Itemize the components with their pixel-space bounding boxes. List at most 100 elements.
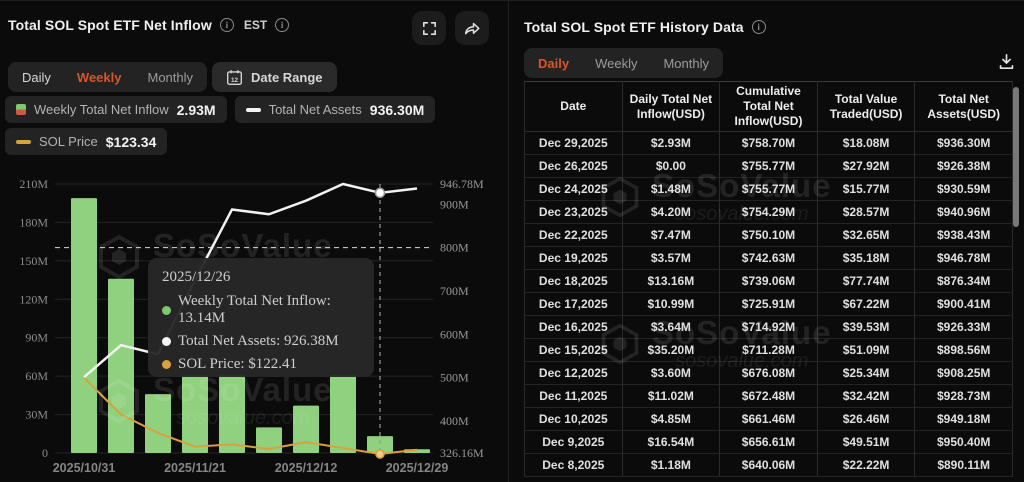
cell-value: $898.56M xyxy=(914,338,1013,362)
cell-value: $876.34M xyxy=(914,269,1013,293)
download-icon xyxy=(999,53,1013,69)
cell-value: $940.96M xyxy=(914,200,1013,224)
legend-value: 936.30M xyxy=(369,101,425,118)
date-range-button[interactable]: 12 Date Range xyxy=(212,62,337,92)
svg-text:120M: 120M xyxy=(19,292,48,306)
svg-text:30M: 30M xyxy=(25,408,48,422)
cell-value: $926.33M xyxy=(914,315,1013,339)
svg-text:60M: 60M xyxy=(25,369,48,383)
column-header: Cumulative Total Net Inflow(USD) xyxy=(719,81,818,132)
cell-date: Dec 15,2025 xyxy=(524,338,623,362)
cell-value: $900.41M xyxy=(914,292,1013,316)
cell-value: $714.92M xyxy=(719,315,818,339)
info-icon[interactable]: i xyxy=(751,20,766,34)
cell-date: Dec 26,2025 xyxy=(524,154,623,178)
legend-label: Total Net Assets xyxy=(268,102,362,117)
inflow-bars[interactable] xyxy=(71,198,430,453)
column-header: Daily Total Net Inflow(USD) xyxy=(621,81,720,132)
svg-text:946.78M: 946.78M xyxy=(440,177,484,191)
cell-value: $3.64M xyxy=(621,315,720,339)
history-panel-header: Total SOL Spot ETF History Data i xyxy=(524,19,766,35)
cell-value: $15.77M xyxy=(816,177,915,201)
x-axis-label: 2025/12/12 xyxy=(275,461,338,475)
cell-date: Dec 17,2025 xyxy=(524,292,623,316)
cell-value: $77.74M xyxy=(816,269,915,293)
table-row: Dec 26,2025 $0.00 $755.77M $27.92M $926.38M xyxy=(524,154,1013,178)
legend-weekly-net-inflow[interactable]: Weekly Total Net Inflow 2.93M xyxy=(5,96,227,123)
history-table: Date Daily Total Net Inflow(USD) Cumulativ… xyxy=(524,81,1013,477)
tooltip-row: Weekly Total Net Inflow: 13.14M xyxy=(178,293,331,326)
tab-monthly[interactable]: Monthly xyxy=(663,55,709,71)
cell-value: $27.92M xyxy=(816,154,915,178)
cell-value: $936.30M xyxy=(914,131,1013,155)
cell-value: $18.08M xyxy=(816,131,915,155)
download-button[interactable] xyxy=(995,50,1017,72)
column-header: Total Value Traded(USD) xyxy=(816,81,915,132)
tooltip-row: Total Net Assets: 926.38M xyxy=(178,333,339,349)
svg-text:12: 12 xyxy=(231,76,239,83)
cell-value: $656.61M xyxy=(719,430,818,454)
history-title: Total SOL Spot ETF History Data xyxy=(524,19,744,35)
cell-value: $1.18M xyxy=(621,453,720,477)
table-scrollbar[interactable] xyxy=(1013,87,1019,227)
table-period-tabs: Daily Weekly Monthly xyxy=(524,48,723,78)
cell-date: Dec 18,2025 xyxy=(524,269,623,293)
chart-period-tabs: Daily Weekly Monthly xyxy=(8,62,208,92)
fullscreen-button[interactable] xyxy=(412,11,446,45)
fullscreen-icon xyxy=(422,21,436,35)
green-dot-icon xyxy=(162,305,171,315)
svg-text:400M: 400M xyxy=(440,414,469,428)
sol-price-line[interactable] xyxy=(83,376,418,455)
x-axis-label: 2025/11/21 xyxy=(164,461,226,475)
table-row: Dec 17,2025 $10.99M $725.91M $67.22M $900.41… xyxy=(524,292,1013,316)
svg-text:180M: 180M xyxy=(19,215,48,229)
calendar-icon: 12 xyxy=(227,69,242,85)
cell-value: $890.11M xyxy=(914,453,1013,477)
table-row: Dec 22,2025 $7.47M $750.10M $32.65M $938.43M xyxy=(524,223,1013,247)
table-header: Date Daily Total Net Inflow(USD) Cumulativ… xyxy=(524,81,1013,132)
cell-date: Dec 9,2025 xyxy=(524,430,623,454)
date-range-label: Date Range xyxy=(251,69,323,85)
cell-date: Dec 8,2025 xyxy=(524,453,623,477)
table-row: Dec 24,2025 $1.48M $755.77M $15.77M $930.59M xyxy=(524,177,1013,201)
page-title: Total SOL Spot ETF Net Inflow xyxy=(8,17,212,33)
svg-text:500M: 500M xyxy=(440,371,469,385)
info-icon[interactable]: i xyxy=(219,18,234,32)
chart-legend: Weekly Total Net Inflow 2.93M Total Net … xyxy=(5,96,436,155)
legend-total-net-assets[interactable]: Total Net Assets 936.30M xyxy=(234,96,436,123)
cell-date: Dec 10,2025 xyxy=(524,407,623,431)
cell-value: $16.54M xyxy=(621,430,720,454)
cell-value: $676.08M xyxy=(719,361,818,385)
cell-value: $1.48M xyxy=(621,177,720,201)
tab-weekly[interactable]: Weekly xyxy=(595,55,638,71)
tab-daily[interactable]: Daily xyxy=(538,55,570,71)
legend-label: Weekly Total Net Inflow xyxy=(34,102,169,117)
net-assets-line[interactable] xyxy=(83,182,418,379)
share-button[interactable] xyxy=(455,11,489,45)
svg-text:0: 0 xyxy=(42,446,48,460)
chart-tooltip: 2025/12/26 Weekly Total Net Inflow: 13.1… xyxy=(148,258,374,377)
cell-value: $0.00 xyxy=(621,154,720,178)
cell-date: Dec 23,2025 xyxy=(524,200,623,224)
cell-value: $4.85M xyxy=(621,407,720,431)
cell-value: $51.09M xyxy=(816,338,915,362)
tooltip-date: 2025/12/26 xyxy=(162,269,231,285)
table-row: Dec 15,2025 $35.20M $711.28M $51.09M $898.56… xyxy=(524,338,1013,362)
tab-weekly[interactable]: Weekly xyxy=(76,69,122,85)
info-icon[interactable]: i xyxy=(275,18,290,32)
cell-value: $928.73M xyxy=(914,384,1013,408)
cell-value: $640.06M xyxy=(719,453,818,477)
table-row: Dec 9,2025 $16.54M $656.61M $49.51M $950.40M xyxy=(524,430,1013,454)
table-row: Dec 19,2025 $3.57M $742.63M $35.18M $946.78M xyxy=(524,246,1013,270)
tab-monthly[interactable]: Monthly xyxy=(147,69,194,85)
net-inflow-chart[interactable]: 0 30M 60M 90M 120M 150M 180M 210M 946.78M 900M 800… xyxy=(0,1,505,482)
legend-sol-price[interactable]: SOL Price $123.34 xyxy=(5,128,168,155)
cell-value: $39.53M xyxy=(816,315,915,339)
cell-value: $926.38M xyxy=(914,154,1013,178)
table-row: Dec 10,2025 $4.85M $661.46M $26.46M $949.18M xyxy=(524,407,1013,431)
cell-date: Dec 29,2025 xyxy=(524,131,623,155)
cell-value: $22.22M xyxy=(816,453,915,477)
cell-date: Dec 24,2025 xyxy=(524,177,623,201)
tab-daily[interactable]: Daily xyxy=(22,69,51,85)
cell-value: $28.57M xyxy=(816,200,915,224)
